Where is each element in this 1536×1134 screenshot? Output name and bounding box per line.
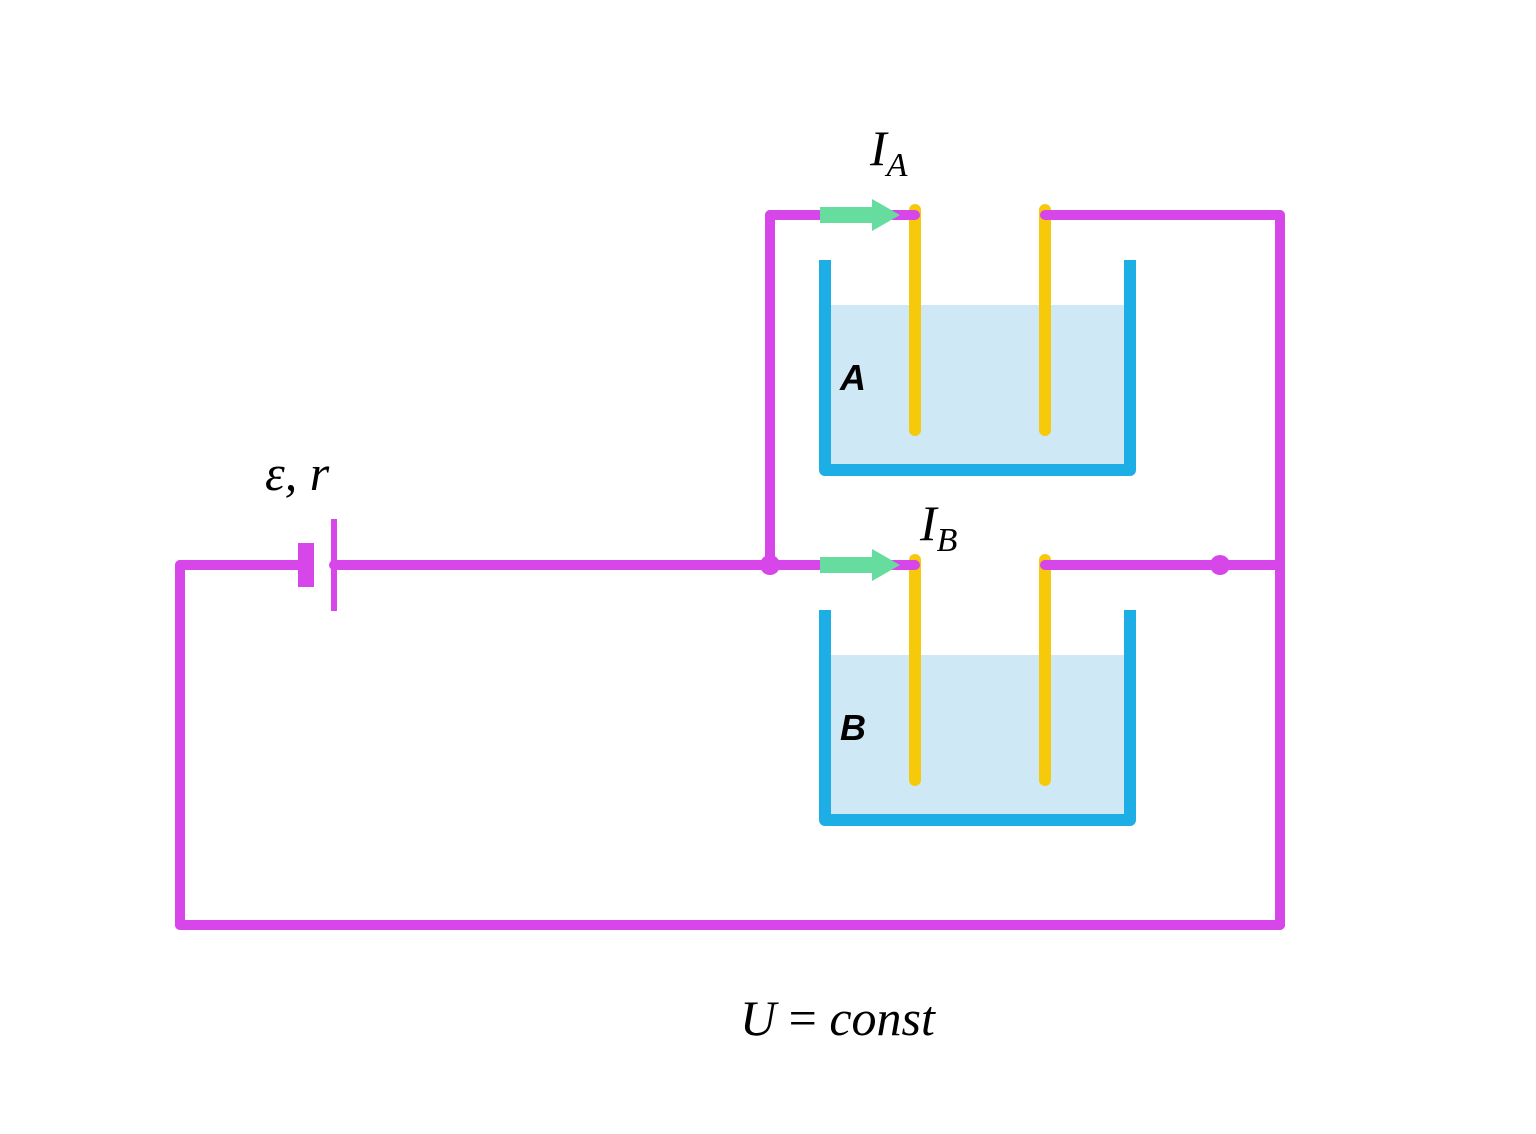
footer-equation: U = const: [740, 990, 936, 1046]
current-arrow: [820, 199, 900, 231]
cell-label-b: B: [840, 707, 866, 748]
electrolytic-cell: [825, 210, 1130, 470]
junction-node: [760, 555, 780, 575]
junction-node: [1210, 555, 1230, 575]
electrolyte: [831, 305, 1124, 464]
emf-label: ε, r: [265, 445, 330, 501]
cell-label-a: A: [839, 357, 866, 398]
electrolyte: [831, 655, 1124, 814]
electrolytic-cell: [825, 560, 1130, 820]
current-arrow: [820, 549, 900, 581]
circuit-diagram: ε, r IA IB A B U = const: [0, 0, 1536, 1134]
current-label-b: IB: [919, 495, 958, 559]
current-label-a: IA: [869, 120, 908, 184]
